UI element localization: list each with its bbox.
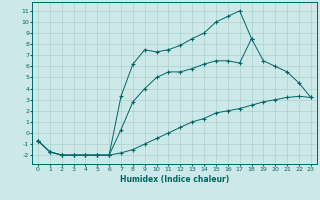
X-axis label: Humidex (Indice chaleur): Humidex (Indice chaleur) — [120, 175, 229, 184]
